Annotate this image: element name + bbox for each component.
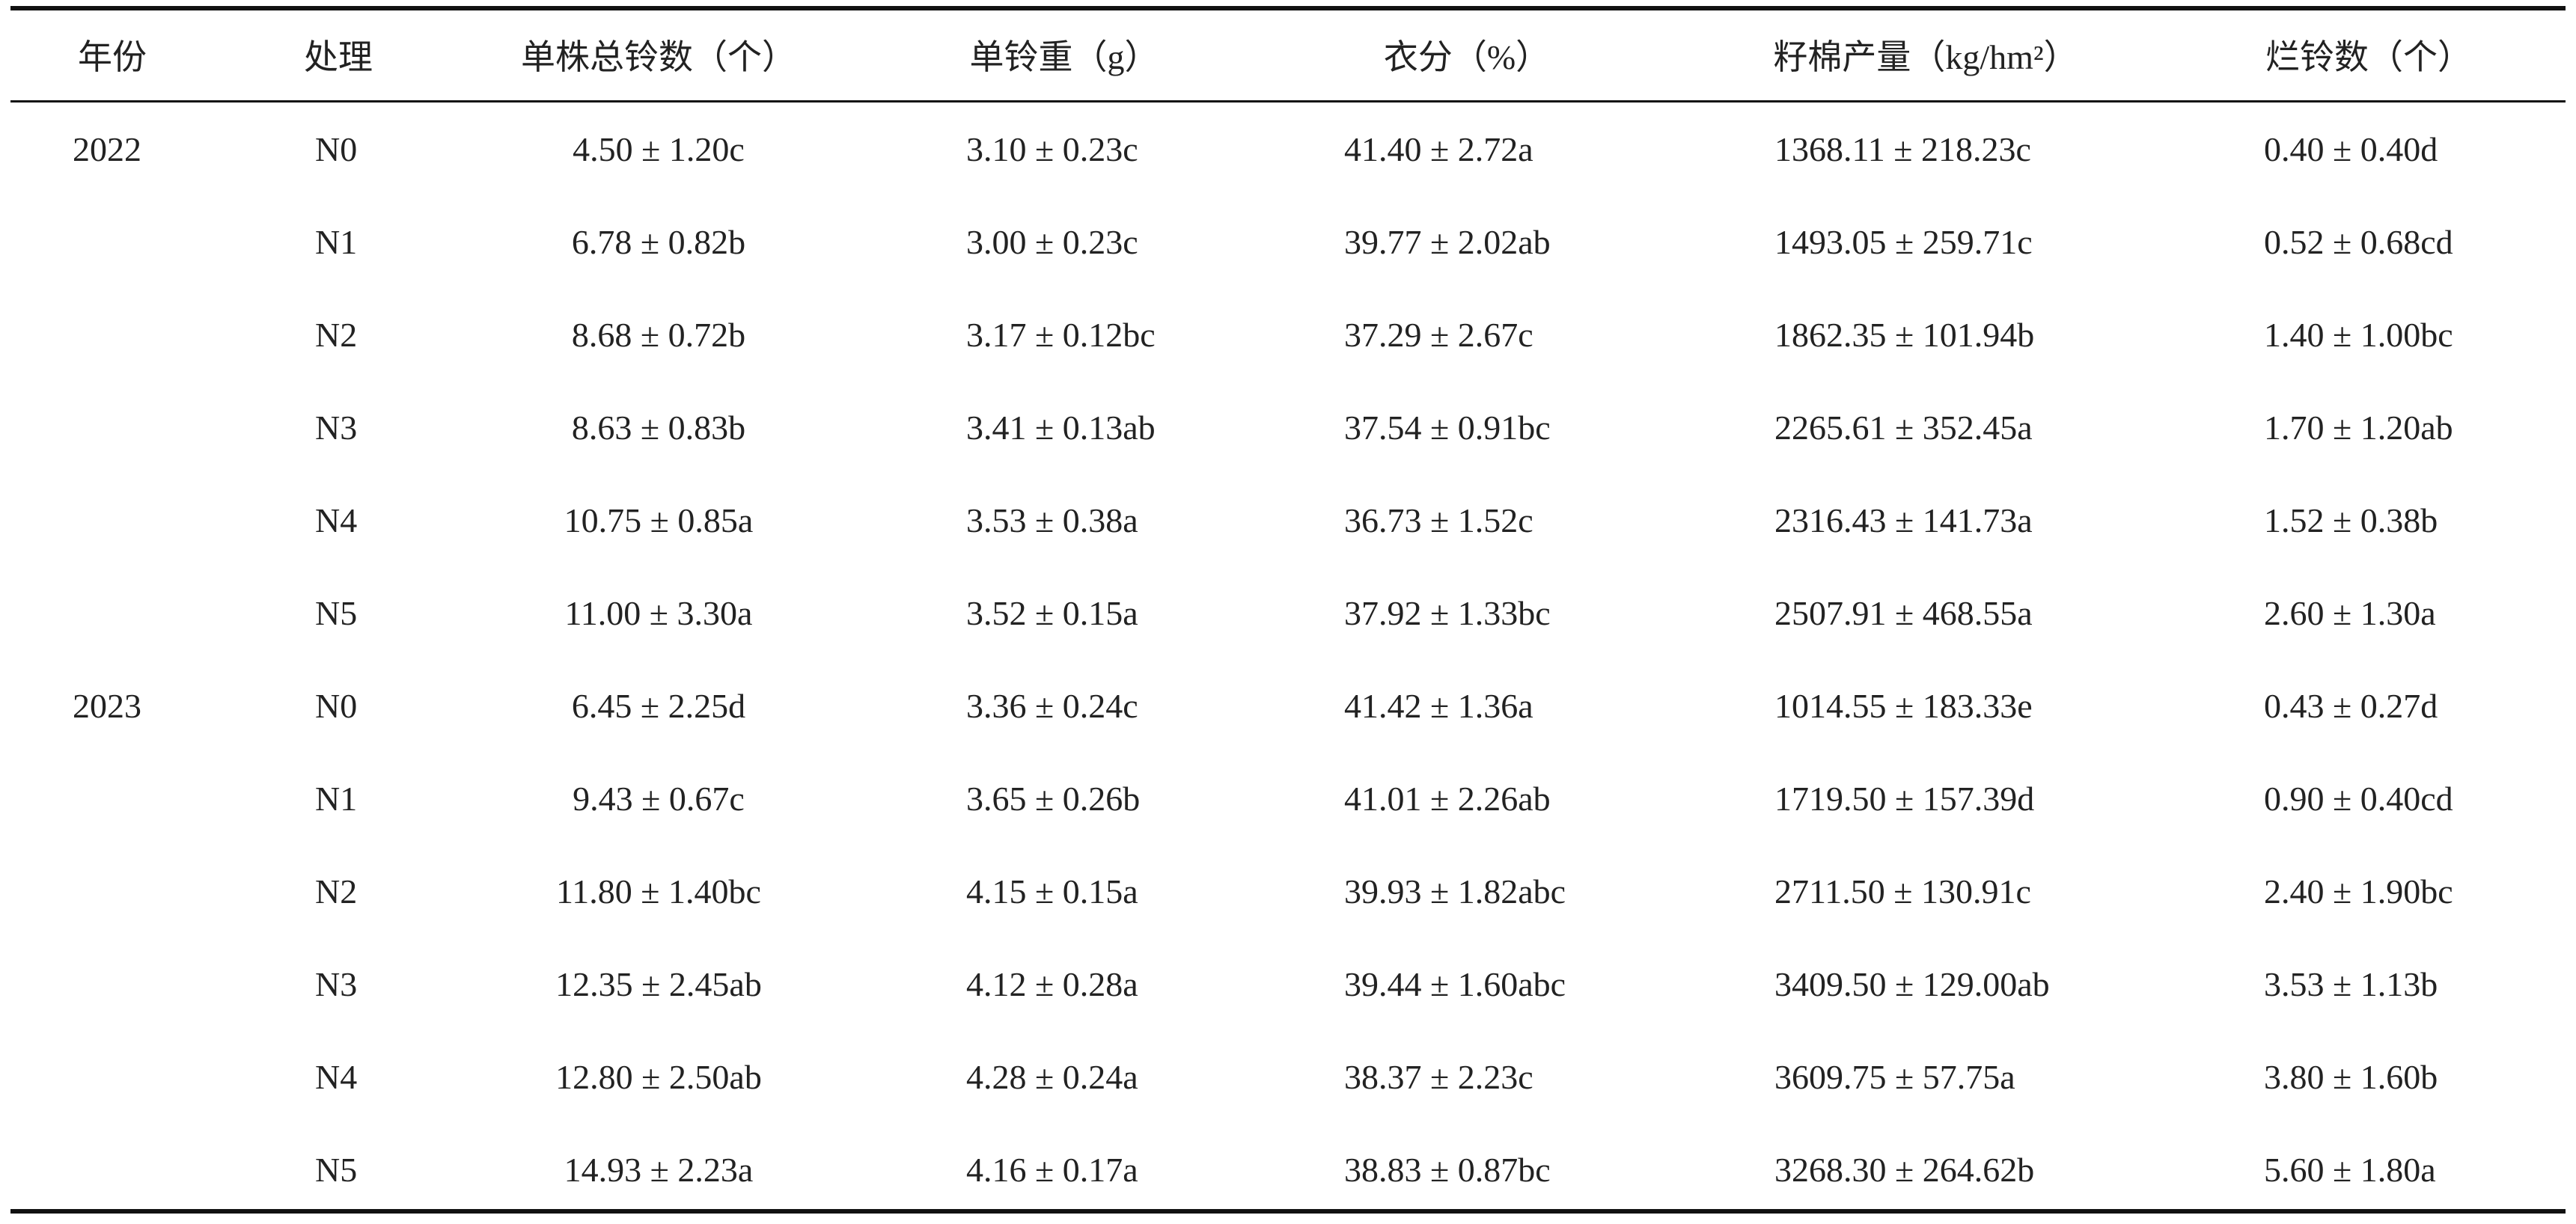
- value-cell: 41.01 ± 2.26ab: [1344, 780, 1551, 818]
- value-cell: 38.83 ± 0.87bc: [1344, 1151, 1551, 1189]
- year-cell: 2023: [73, 687, 141, 725]
- header-cell: 年份: [78, 38, 147, 76]
- value-cell: 37.54 ± 0.91bc: [1344, 408, 1551, 447]
- value-cell: 3.65 ± 0.26b: [966, 780, 1141, 818]
- bottom-rule: [10, 1209, 2566, 1214]
- value-cell: 9.43 ± 0.67c: [573, 780, 745, 818]
- value-cell: 1862.35 ± 101.94b: [1774, 316, 2035, 354]
- top-rule: [10, 6, 2566, 10]
- value-cell: 39.93 ± 1.82abc: [1344, 872, 1566, 911]
- treatment-cell: N5: [315, 594, 358, 632]
- treatment-cell: N4: [315, 501, 358, 539]
- treatment-cell: N1: [315, 780, 358, 818]
- treatment-cell: N0: [315, 687, 358, 725]
- value-cell: 3268.30 ± 264.62b: [1774, 1151, 2035, 1189]
- year-cell: 2022: [73, 130, 141, 168]
- treatment-cell: N3: [315, 408, 358, 447]
- value-cell: 12.80 ± 2.50ab: [555, 1058, 762, 1096]
- value-cell: 38.37 ± 2.23c: [1344, 1058, 1533, 1096]
- value-cell: 3.80 ± 1.60b: [2264, 1058, 2438, 1096]
- treatment-cell: N0: [315, 130, 358, 168]
- header-cell: 单铃重（g）: [969, 38, 1159, 76]
- value-cell: 41.42 ± 1.36a: [1344, 687, 1533, 725]
- value-cell: 2265.61 ± 352.45a: [1774, 408, 2033, 447]
- value-cell: 1014.55 ± 183.33e: [1774, 687, 2033, 725]
- value-cell: 3.00 ± 0.23c: [966, 223, 1138, 261]
- value-cell: 39.77 ± 2.02ab: [1344, 223, 1551, 261]
- treatment-cell: N4: [315, 1058, 358, 1096]
- header-cell: 烂铃数（个）: [2265, 38, 2472, 76]
- value-cell: 11.00 ± 3.30a: [564, 594, 753, 632]
- header-cell: 处理: [304, 38, 373, 76]
- value-cell: 3409.50 ± 129.00ab: [1774, 965, 2050, 1003]
- treatment-cell: N2: [315, 872, 358, 911]
- header-cell: 单株总铃数（个）: [521, 38, 796, 76]
- value-cell: 2711.50 ± 130.91c: [1774, 872, 2031, 911]
- value-cell: 0.43 ± 0.27d: [2264, 687, 2438, 725]
- value-cell: 3609.75 ± 57.75a: [1774, 1058, 2015, 1096]
- value-cell: 8.63 ± 0.83b: [571, 408, 746, 447]
- treatment-cell: N1: [315, 223, 358, 261]
- treatment-cell: N5: [315, 1151, 358, 1189]
- value-cell: 2316.43 ± 141.73a: [1774, 501, 2033, 539]
- value-cell: 39.44 ± 1.60abc: [1344, 965, 1566, 1003]
- value-cell: 3.17 ± 0.12bc: [966, 316, 1156, 354]
- value-cell: 3.53 ± 1.13b: [2264, 965, 2438, 1003]
- value-cell: 14.93 ± 2.23a: [564, 1151, 754, 1189]
- value-cell: 37.29 ± 2.67c: [1344, 316, 1533, 354]
- header-rule: [10, 100, 2566, 102]
- value-cell: 4.12 ± 0.28a: [966, 965, 1138, 1003]
- value-cell: 6.78 ± 0.82b: [571, 223, 746, 261]
- value-cell: 1493.05 ± 259.71c: [1774, 223, 2033, 261]
- treatment-cell: N3: [315, 965, 358, 1003]
- header-cell: 衣分（%）: [1383, 38, 1551, 76]
- value-cell: 4.16 ± 0.17a: [966, 1151, 1138, 1189]
- value-cell: 2.60 ± 1.30a: [2264, 594, 2436, 632]
- value-cell: 3.36 ± 0.24c: [966, 687, 1138, 725]
- value-cell: 12.35 ± 2.45ab: [555, 965, 762, 1003]
- value-cell: 1.40 ± 1.00bc: [2264, 316, 2453, 354]
- value-cell: 0.90 ± 0.40cd: [2264, 780, 2453, 818]
- value-cell: 3.53 ± 0.38a: [966, 501, 1138, 539]
- value-cell: 11.80 ± 1.40bc: [556, 872, 761, 911]
- value-cell: 37.92 ± 1.33bc: [1344, 594, 1551, 632]
- header-cell: 籽棉产量（kg/hm²）: [1773, 38, 2078, 76]
- value-cell: 0.52 ± 0.68cd: [2264, 223, 2453, 261]
- value-cell: 1368.11 ± 218.23c: [1774, 130, 2031, 168]
- value-cell: 2.40 ± 1.90bc: [2264, 872, 2453, 911]
- value-cell: 10.75 ± 0.85a: [564, 501, 754, 539]
- value-cell: 1.70 ± 1.20ab: [2264, 408, 2453, 447]
- value-cell: 0.40 ± 0.40d: [2264, 130, 2438, 168]
- value-cell: 4.28 ± 0.24a: [966, 1058, 1138, 1096]
- treatment-cell: N2: [315, 316, 358, 354]
- value-cell: 4.15 ± 0.15a: [966, 872, 1138, 911]
- value-cell: 6.45 ± 2.25d: [571, 687, 746, 725]
- value-cell: 5.60 ± 1.80a: [2264, 1151, 2436, 1189]
- value-cell: 1.52 ± 0.38b: [2264, 501, 2438, 539]
- value-cell: 1719.50 ± 157.39d: [1774, 780, 2035, 818]
- value-cell: 3.10 ± 0.23c: [966, 130, 1138, 168]
- value-cell: 36.73 ± 1.52c: [1344, 501, 1533, 539]
- value-cell: 2507.91 ± 468.55a: [1774, 594, 2033, 632]
- value-cell: 8.68 ± 0.72b: [571, 316, 746, 354]
- value-cell: 41.40 ± 2.72a: [1344, 130, 1533, 168]
- value-cell: 3.52 ± 0.15a: [966, 594, 1138, 632]
- value-cell: 3.41 ± 0.13ab: [966, 408, 1156, 447]
- value-cell: 4.50 ± 1.20c: [573, 130, 745, 168]
